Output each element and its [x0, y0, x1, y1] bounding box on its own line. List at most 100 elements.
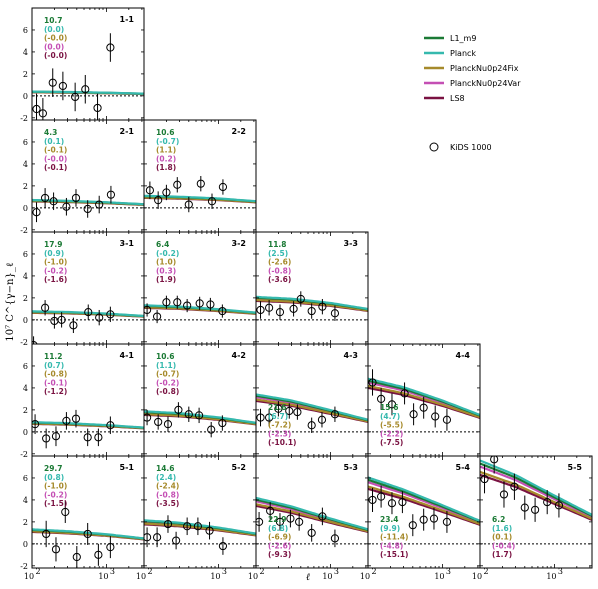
- chi2-stat-0: 11.2: [44, 352, 63, 361]
- x-tick-label: 10: [136, 572, 146, 581]
- data-point: [106, 43, 115, 52]
- data-point: [275, 517, 285, 526]
- x-tick-label-exponent: 3: [446, 567, 451, 576]
- data-point: [106, 421, 115, 430]
- panel-content: [256, 393, 368, 433]
- axis-labels: 10⁷ C^{γ−n}_ℓ ℓ: [5, 262, 310, 583]
- data-point: [554, 501, 564, 510]
- data-point: [184, 410, 193, 419]
- data-point: [32, 104, 41, 114]
- y-tick-label: 6: [23, 250, 28, 259]
- data-point: [286, 514, 295, 523]
- chi2-stat-3: (-0.2): [156, 378, 179, 387]
- chi2-stat-2: (-0.7): [156, 370, 179, 379]
- data-point: [94, 550, 103, 559]
- panel-content: [32, 501, 144, 568]
- data-point: [307, 528, 316, 537]
- chi2-stat-3: (-0.0): [44, 154, 67, 163]
- x-tick-label-exponent: 3: [334, 567, 339, 576]
- chi2-stat-2: (-2.4): [156, 482, 179, 491]
- data-point: [318, 302, 327, 311]
- data-point: [330, 534, 340, 543]
- x-tick-label: 10: [98, 572, 108, 581]
- chi2-stat-0: 6.4: [156, 240, 169, 249]
- data-point: [58, 81, 67, 91]
- x-tick-label-exponent: 3: [110, 567, 115, 576]
- y-tick-label: 6: [23, 138, 28, 147]
- legend: L1_m9 Planck PlanckNu0p24Fix PlanckNu0p24Va…: [424, 34, 521, 152]
- data-point: [218, 418, 227, 428]
- panel-frame: [479, 455, 593, 569]
- chi2-stat-0: 29.7: [44, 464, 63, 473]
- chi2-stat-2: (1.0): [156, 258, 176, 267]
- data-point: [293, 407, 302, 417]
- model-curve-PlanckNu0p24Fix: [368, 485, 480, 526]
- panel-content: [144, 402, 256, 438]
- panel-content: [32, 33, 144, 120]
- chi2-stat-4: (-1.5): [44, 499, 67, 508]
- data-point: [387, 499, 397, 508]
- chi2-stat-4: (-0.1): [44, 163, 67, 172]
- chi2-stat-4: (1.7): [492, 550, 512, 559]
- data-point: [42, 529, 51, 539]
- panel-content: [368, 369, 480, 433]
- legend-label: LS8: [450, 94, 465, 103]
- panel-id-label: 4-1: [120, 351, 135, 360]
- chi2-stat-1: (6.8): [268, 524, 288, 533]
- panel-id-label: 2-2: [232, 127, 246, 136]
- legend-marker-kids: [429, 142, 439, 152]
- data-point: [205, 526, 214, 535]
- chi2-stat-3: (-2.3): [268, 429, 291, 438]
- y-tick-label: 6: [23, 362, 28, 371]
- data-point: [377, 394, 386, 404]
- chi2-stat-3: (-0.1): [44, 378, 67, 387]
- data-point: [398, 498, 407, 507]
- model-curve-PlanckNu0p24Fix: [480, 470, 592, 520]
- data-point: [330, 309, 340, 318]
- data-point: [530, 505, 540, 514]
- chi2-stat-2: (-0.1): [44, 146, 67, 155]
- panel-4-2: 4-2 10.6(1.1)(-0.7)(-0.2)(-0.8): [143, 343, 257, 457]
- data-point: [218, 306, 227, 316]
- data-point: [41, 303, 50, 312]
- data-point: [274, 404, 283, 413]
- chi2-stat-3: (-2.6): [268, 541, 291, 550]
- legend-label: KiDS 1000: [450, 143, 492, 152]
- legend-label: PlanckNu0p24Fix: [450, 64, 519, 73]
- data-point: [84, 308, 93, 317]
- model-curve-Planck: [480, 459, 592, 516]
- model-curve-Planck: [144, 410, 256, 424]
- data-point: [81, 85, 90, 94]
- chi2-stat-1: (2.4): [156, 473, 176, 482]
- data-point: [154, 196, 163, 205]
- panel-id-label: 1-1: [120, 15, 135, 24]
- model-curve-LS8: [480, 473, 592, 521]
- data-point: [442, 415, 452, 424]
- data-point: [307, 306, 316, 316]
- panel-4-4: 4-4 15.6(4.7)(-5.5)(-2.2)(-7.5): [367, 343, 481, 457]
- data-point: [183, 301, 192, 310]
- data-point: [41, 193, 50, 203]
- panel-id-label: 5-5: [568, 463, 583, 472]
- model-curve-PlanckNu0p24Var: [480, 465, 592, 518]
- data-point: [93, 103, 102, 113]
- panel-content: [144, 295, 256, 324]
- panel-id-label: 4-3: [344, 351, 358, 360]
- chi2-stat-4: (-0.8): [156, 387, 179, 396]
- data-point: [330, 410, 340, 419]
- model-curve-Planck: [368, 377, 480, 416]
- chi2-stat-1: (1.1): [156, 361, 176, 370]
- model-curve-PlanckNu0p24Fix: [256, 503, 368, 533]
- chi2-stat-1: (4.7): [380, 412, 400, 421]
- data-point: [289, 304, 298, 313]
- data-point: [194, 411, 204, 420]
- data-point: [48, 78, 57, 87]
- data-point: [144, 305, 152, 315]
- data-point: [207, 197, 217, 206]
- data-point: [442, 517, 452, 526]
- panel-5-1: -202461021035-129.7(0.8)(-1.0)(-0.2)(-1.…: [20, 455, 145, 581]
- chi2-stat-3: (-0.4): [492, 541, 515, 550]
- chi2-stat-1: (6.7): [268, 412, 288, 421]
